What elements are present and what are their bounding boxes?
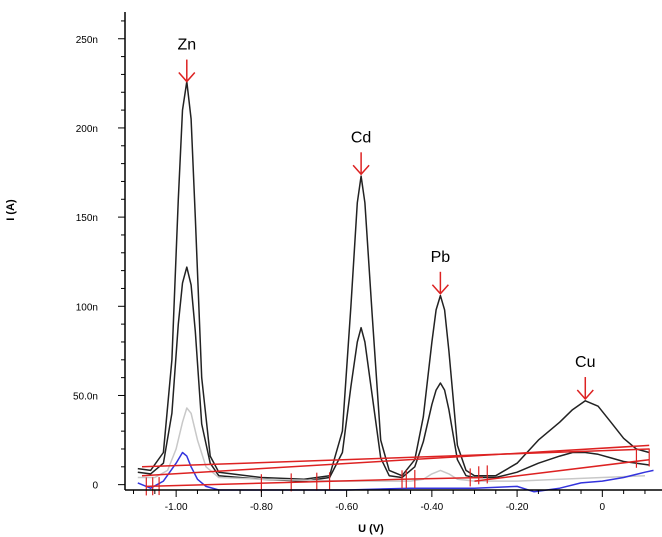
series-line-7 [401, 476, 484, 481]
x-axis-label: U (V) [358, 523, 384, 535]
y-tick-label: 150n [76, 213, 98, 224]
peak-label-cu: Cu [575, 354, 595, 371]
peak-arrow-cu [576, 377, 594, 401]
peak-arrow-layer [178, 59, 594, 401]
peak-label-pb: Pb [431, 249, 451, 266]
peak-arrow-cd [352, 152, 370, 176]
y-axis-label: I (A) [5, 199, 17, 221]
series-line-0 [137, 80, 650, 481]
y-tick-label: 100n [76, 302, 98, 313]
label-layer: Zn Cd Pb Cu 0 50.0n 100n 150n 200n 250n -1.00 -0.80… [5, 35, 606, 535]
peak-arrow-pb [431, 271, 449, 295]
series-line-4 [141, 448, 650, 468]
series-layer [137, 80, 654, 493]
x-tick-label: -0.40 [420, 502, 443, 513]
x-tick-label: -0.80 [250, 502, 273, 513]
series-line-5 [141, 444, 650, 477]
y-tick-label: 50.0n [73, 391, 98, 402]
peak-arrow-zn [178, 59, 196, 83]
peak-arrow-head [352, 164, 370, 176]
peak-arrow-head [431, 284, 449, 295]
series-line-8 [474, 458, 650, 482]
peak-label-cd: Cd [351, 129, 371, 146]
peak-arrow-head [576, 389, 594, 401]
peak-arrow-head [178, 72, 196, 83]
peak-label-zn: Zn [177, 37, 196, 54]
x-tick-label: -0.60 [335, 502, 358, 513]
axis-layer [118, 12, 662, 497]
baseline-marker-layer [145, 448, 650, 496]
y-tick-label: 200n [76, 124, 98, 135]
series-line-6 [146, 478, 403, 488]
y-tick-label: 250n [76, 35, 98, 46]
series-line-1 [137, 266, 650, 482]
y-tick-label: 0 [92, 481, 98, 492]
x-tick-label: -1.00 [165, 502, 188, 513]
x-tick-label: -0.20 [506, 502, 529, 513]
x-tick-label: 0 [600, 502, 606, 513]
